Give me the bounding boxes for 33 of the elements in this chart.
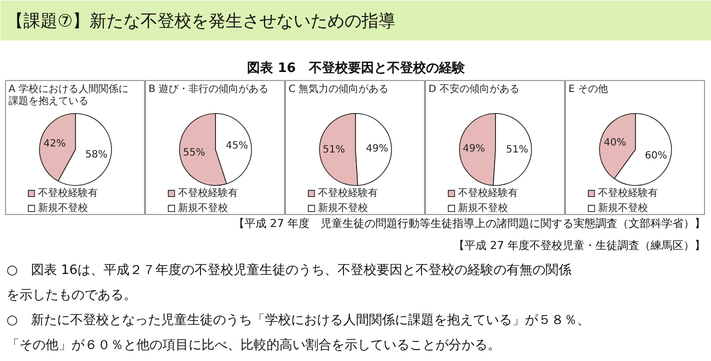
legend-label: 新規不登校 [458,202,508,215]
text: 【平成 27 年度不登校児童・生徒調査（練馬区）】 [454,239,706,252]
legend-label: 不登校経験有 [598,186,658,200]
legend-label: 新規不登校 [318,202,368,215]
text: 【平成 27 年度 児童生徒の問題行動等生徒指導上の諸問題に関する実態調査（文部科学省）】 [234,217,706,230]
data-label: 49% [366,143,388,154]
data-label: 45% [226,140,248,152]
legend-label: 新規不登校 [178,202,228,215]
data-label: 51% [322,144,346,156]
data-label: 55% [183,147,206,158]
chart-title: A 学校における人間関係に課題を抱えている [8,83,129,107]
chart-title: D 不安の傾向がある [428,83,520,95]
text: 図表 16 不登校要因と不登校の経験 [247,60,466,76]
text: 【課題⑦】新たな不登校を発生させないための指導 [6,12,396,32]
legend-label: 新規不登校 [38,202,88,215]
legend-label: 新規不登校 [598,202,648,215]
data-label: 51% [506,144,528,156]
data-label: 42% [43,138,66,150]
chart-title: C 無気力の傾向がある [288,83,389,95]
legend-label: 不登校経験有 [318,186,378,200]
text: ○ 図表 16は、平成２７年度の不登校児童生徒のうち、不登校要因と不登校の経験の有無の関係 [6,262,572,278]
legend-label: 不登校経験有 [458,186,518,200]
data-label: 49% [462,143,486,154]
text: を示したものである。 [6,288,136,303]
chart-title: B 遊び・非行の傾向がある [148,83,269,95]
data-label: 40% [604,137,626,148]
text: ○ 新たに不登校となった児童生徒のうち「学校における人間関係に課題を抱えている」が５８％、 [6,312,590,328]
data-label: 60% [644,150,668,162]
data-label: 58% [85,149,108,160]
legend-label: 不登校経験有 [38,186,98,200]
chart-title: E その他 [568,83,608,95]
text: 「その他」が６０％と他の項目に比べ、比較的高い割合を示していることが分かる。 [6,337,500,353]
legend-label: 不登校経験有 [178,186,238,200]
